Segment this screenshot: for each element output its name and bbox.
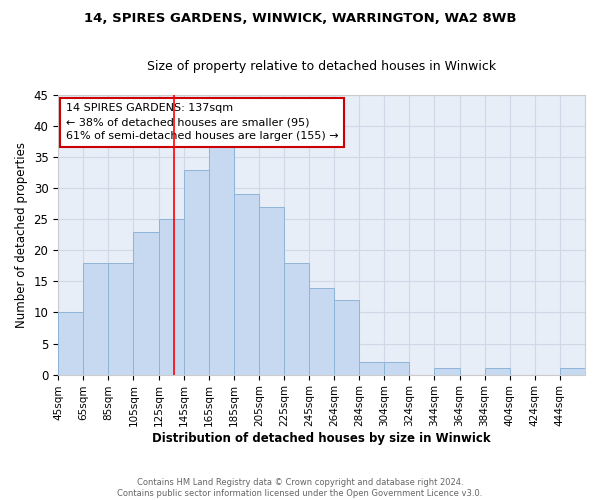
Text: Contains HM Land Registry data © Crown copyright and database right 2024.
Contai: Contains HM Land Registry data © Crown c… bbox=[118, 478, 482, 498]
Bar bbox=[434, 368, 460, 374]
Bar bbox=[234, 194, 259, 374]
Bar bbox=[485, 368, 510, 374]
Bar bbox=[259, 207, 284, 374]
Bar bbox=[133, 232, 158, 374]
Bar bbox=[109, 263, 133, 374]
Title: Size of property relative to detached houses in Winwick: Size of property relative to detached ho… bbox=[147, 60, 496, 73]
X-axis label: Distribution of detached houses by size in Winwick: Distribution of detached houses by size … bbox=[152, 432, 491, 445]
Bar bbox=[83, 263, 109, 374]
Bar bbox=[309, 288, 334, 374]
Bar bbox=[58, 312, 83, 374]
Text: 14, SPIRES GARDENS, WINWICK, WARRINGTON, WA2 8WB: 14, SPIRES GARDENS, WINWICK, WARRINGTON,… bbox=[84, 12, 516, 26]
Bar bbox=[184, 170, 209, 374]
Bar bbox=[284, 263, 309, 374]
Text: 14 SPIRES GARDENS: 137sqm
← 38% of detached houses are smaller (95)
61% of semi-: 14 SPIRES GARDENS: 137sqm ← 38% of detac… bbox=[66, 104, 338, 142]
Bar bbox=[384, 362, 409, 374]
Bar bbox=[209, 144, 234, 374]
Bar bbox=[158, 220, 184, 374]
Bar bbox=[334, 300, 359, 374]
Bar bbox=[560, 368, 585, 374]
Y-axis label: Number of detached properties: Number of detached properties bbox=[15, 142, 28, 328]
Bar bbox=[359, 362, 384, 374]
